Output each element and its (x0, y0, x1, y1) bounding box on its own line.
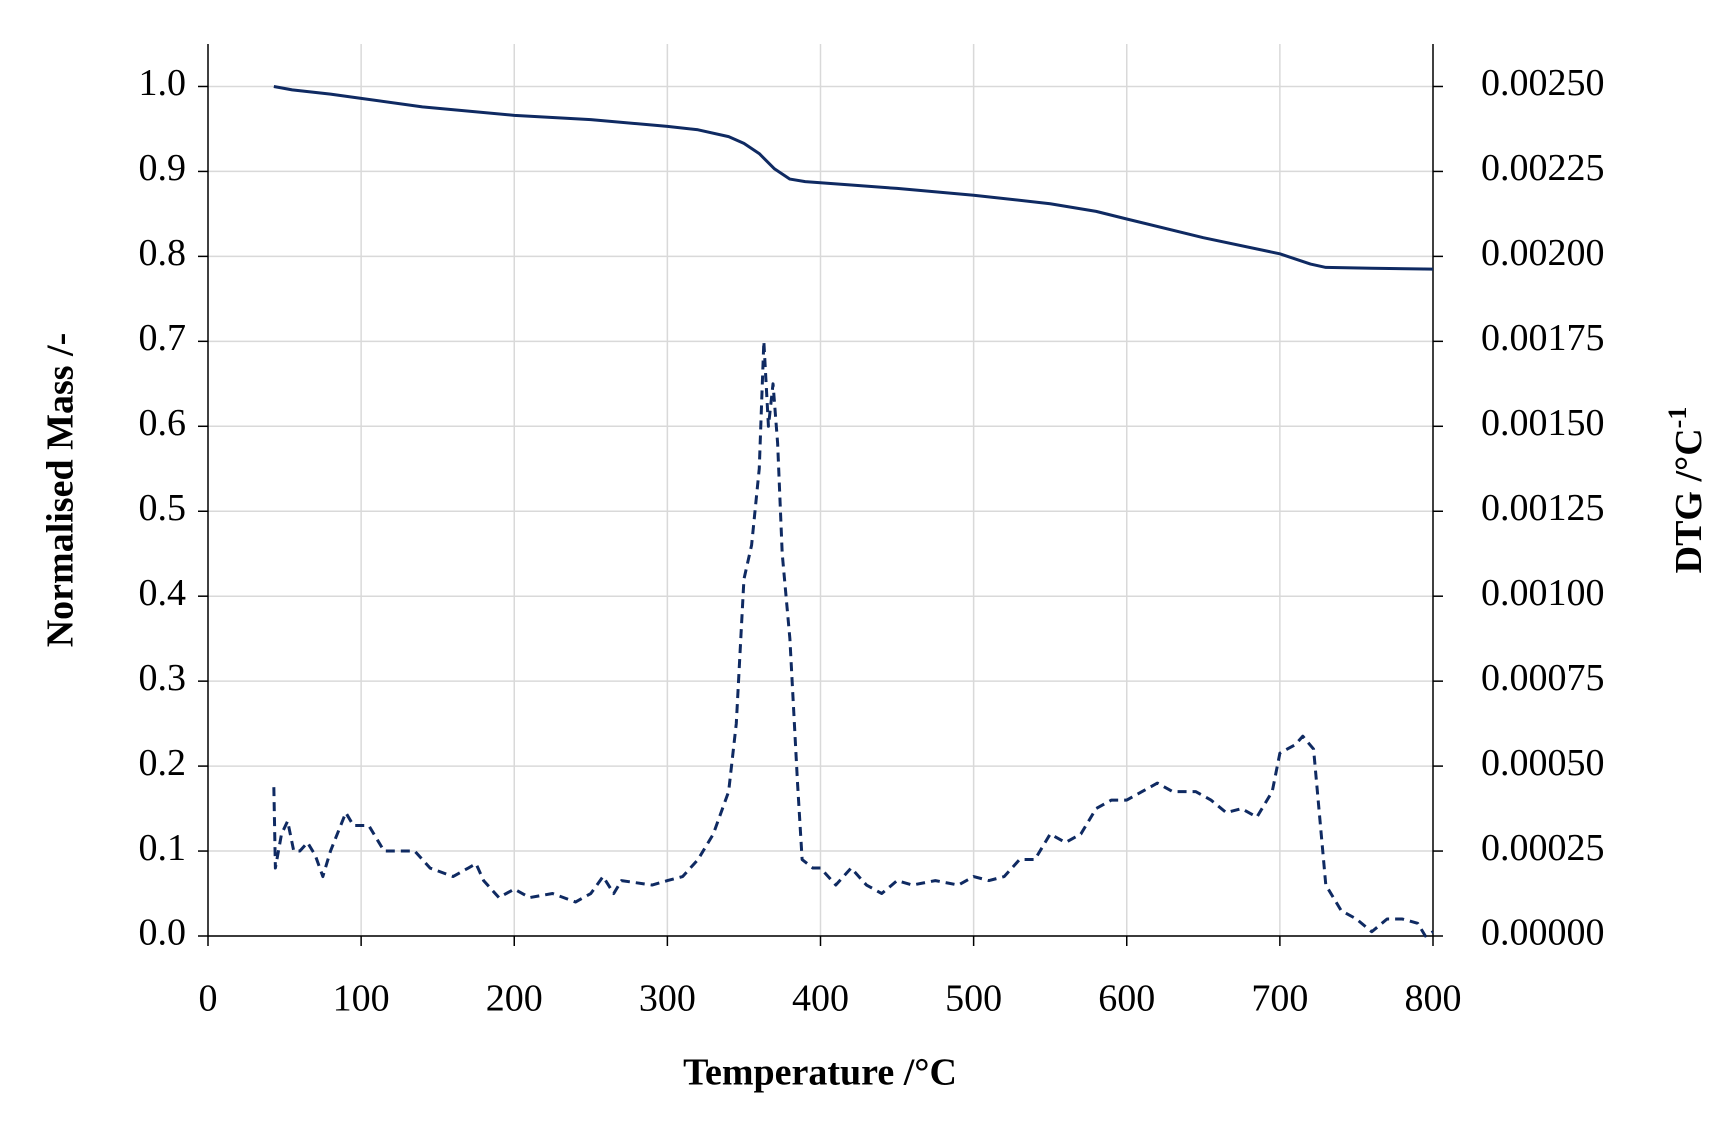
x-tick-label: 800 (1405, 978, 1462, 1020)
y-axis-title: Normalised Mass /- (40, 333, 82, 648)
y2-tick-label: 0.00100 (1481, 572, 1605, 614)
x-tick-label: 400 (792, 978, 849, 1020)
y2-tick-label: 0.00250 (1481, 62, 1605, 104)
y-tick-label: 0.1 (139, 827, 187, 869)
y2-tick-label: 0.00175 (1481, 317, 1605, 359)
y2-axis-title-main: DTG /°C (1668, 428, 1710, 573)
y2-tick-label: 0.00225 (1481, 147, 1605, 189)
x-tick-label: 0 (199, 978, 218, 1020)
x-tick-label: 600 (1098, 978, 1155, 1020)
y-tick-label: 0.4 (139, 572, 187, 614)
y2-tick-label: 0.00125 (1481, 487, 1605, 529)
y-tick-label: 1.0 (139, 62, 187, 104)
x-tick-label: 100 (333, 978, 390, 1020)
mass-line (273, 85, 1434, 271)
y2-tick-label: 0.00025 (1481, 827, 1605, 869)
x-tick-label: 300 (639, 978, 696, 1020)
dtg-line (272, 339, 1434, 938)
x-axis-title: Temperature /°C (683, 1052, 957, 1094)
y-tick-label: 0.6 (139, 402, 187, 444)
y2-tick-label: 0.00150 (1481, 402, 1605, 444)
y-tick-label: 0.5 (139, 487, 187, 529)
y-tick-label: 0.7 (139, 317, 187, 359)
x-tick-label: 200 (486, 978, 543, 1020)
y2-axis-title: DTG /°C-1 (1663, 407, 1710, 574)
y-tick-label: 0.3 (139, 657, 187, 699)
y-tick-label: 0.9 (139, 147, 187, 189)
y2-tick-label: 0.00200 (1481, 232, 1605, 274)
y-tick-label: 0.0 (139, 912, 187, 954)
x-tick-label: 500 (945, 978, 1002, 1020)
y2-tick-label: 0.00000 (1481, 912, 1605, 954)
y2-tick-label: 0.00050 (1481, 742, 1605, 784)
y2-axis-title-sup: -1 (1663, 407, 1692, 429)
x-tick-label: 700 (1251, 978, 1308, 1020)
y-tick-label: 0.8 (139, 232, 187, 274)
y2-tick-label: 0.00075 (1481, 657, 1605, 699)
y-tick-label: 0.2 (139, 742, 187, 784)
